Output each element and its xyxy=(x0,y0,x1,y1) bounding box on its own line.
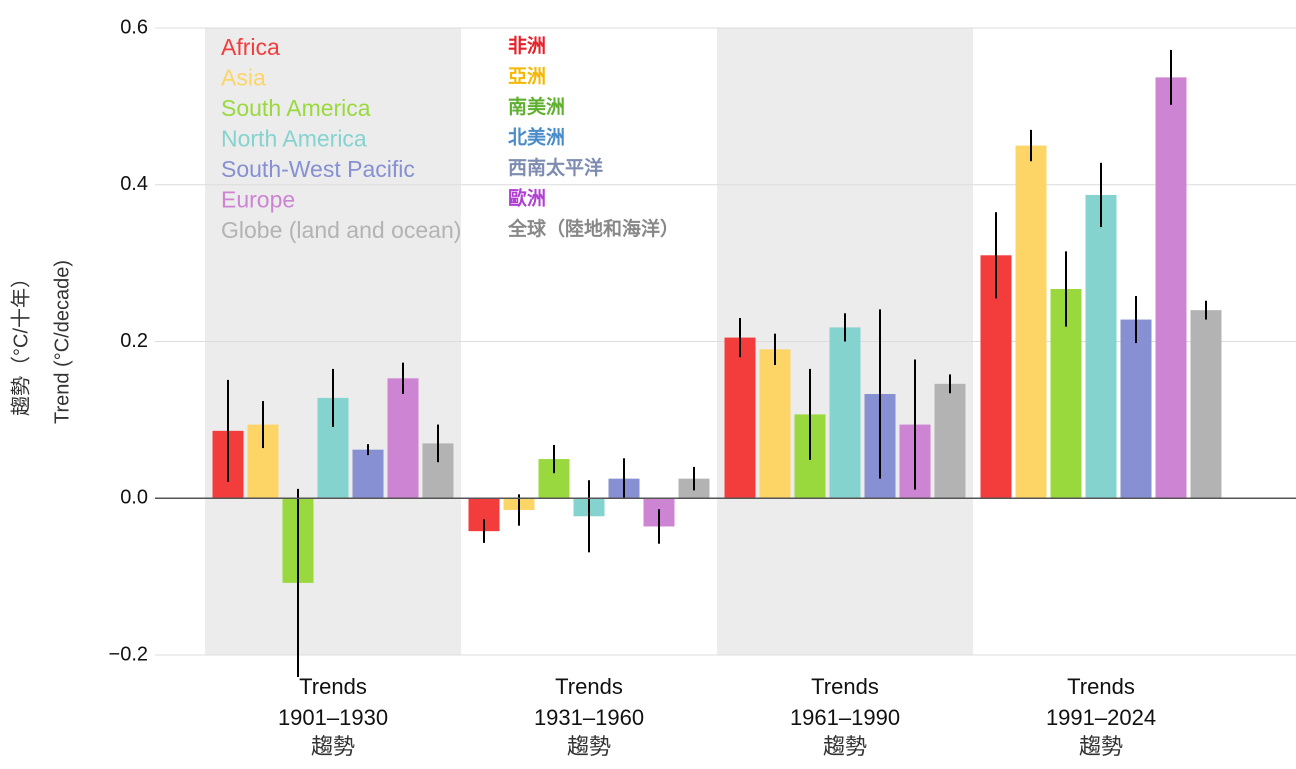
x-tick-label: 1901–1930 xyxy=(278,705,388,730)
bar xyxy=(934,383,966,499)
legend-label: Europe xyxy=(221,187,295,213)
x-tick-label-top: Trends xyxy=(299,674,367,699)
bar xyxy=(1120,319,1152,499)
legend-label-zh: 亞洲 xyxy=(508,66,546,88)
y-axis-label-zh: 趨勢（°C/十年） xyxy=(9,268,32,416)
x-tick-label-bottom: 趨勢 xyxy=(823,734,867,759)
y-axis-label: Trend (°C/decade) xyxy=(51,260,73,424)
x-tick-label-top: Trends xyxy=(811,674,879,699)
bar xyxy=(387,378,419,499)
legend-label-zh: 北美洲 xyxy=(508,126,565,149)
legend-label: North America xyxy=(221,126,367,152)
y-tick-label: −0.2 xyxy=(109,643,148,665)
legend-label-zh: 南美洲 xyxy=(508,95,565,118)
bar xyxy=(1155,77,1187,499)
legend-label: Asia xyxy=(221,65,266,91)
legend-label: South America xyxy=(221,95,371,121)
legend-label-zh: 全球（陸地和海洋） xyxy=(507,217,679,240)
bar xyxy=(352,449,384,499)
bar xyxy=(829,327,861,499)
x-tick-label-bottom: 趨勢 xyxy=(311,734,355,759)
y-tick-label: 0.4 xyxy=(120,173,148,195)
bar xyxy=(1085,194,1117,499)
y-tick-label: 0.2 xyxy=(120,330,148,352)
bar xyxy=(1015,145,1047,499)
x-tick-label: 1961–1990 xyxy=(790,705,900,730)
legend-label: South-West Pacific xyxy=(221,156,415,182)
x-tick-label-top: Trends xyxy=(1067,674,1135,699)
x-tick-label-bottom: 趨勢 xyxy=(1079,734,1123,759)
legend-label: Globe (land and ocean) xyxy=(221,217,461,243)
x-tick-label-top: Trends xyxy=(555,674,623,699)
legend-label: Africa xyxy=(221,34,280,60)
bar xyxy=(724,337,756,499)
y-tick-label: 0.0 xyxy=(120,487,148,509)
bar xyxy=(1190,310,1222,499)
legend-label-zh: 西南太平洋 xyxy=(508,156,603,179)
x-tick-label: 1991–2024 xyxy=(1046,705,1156,730)
y-tick-label: 0.6 xyxy=(120,16,148,38)
legend-label-zh: 歐洲 xyxy=(508,187,546,210)
bar xyxy=(759,349,791,499)
x-tick-label-bottom: 趨勢 xyxy=(567,734,611,759)
x-tick-label: 1931–1960 xyxy=(534,705,644,730)
legend-label-zh: 非洲 xyxy=(508,35,546,57)
